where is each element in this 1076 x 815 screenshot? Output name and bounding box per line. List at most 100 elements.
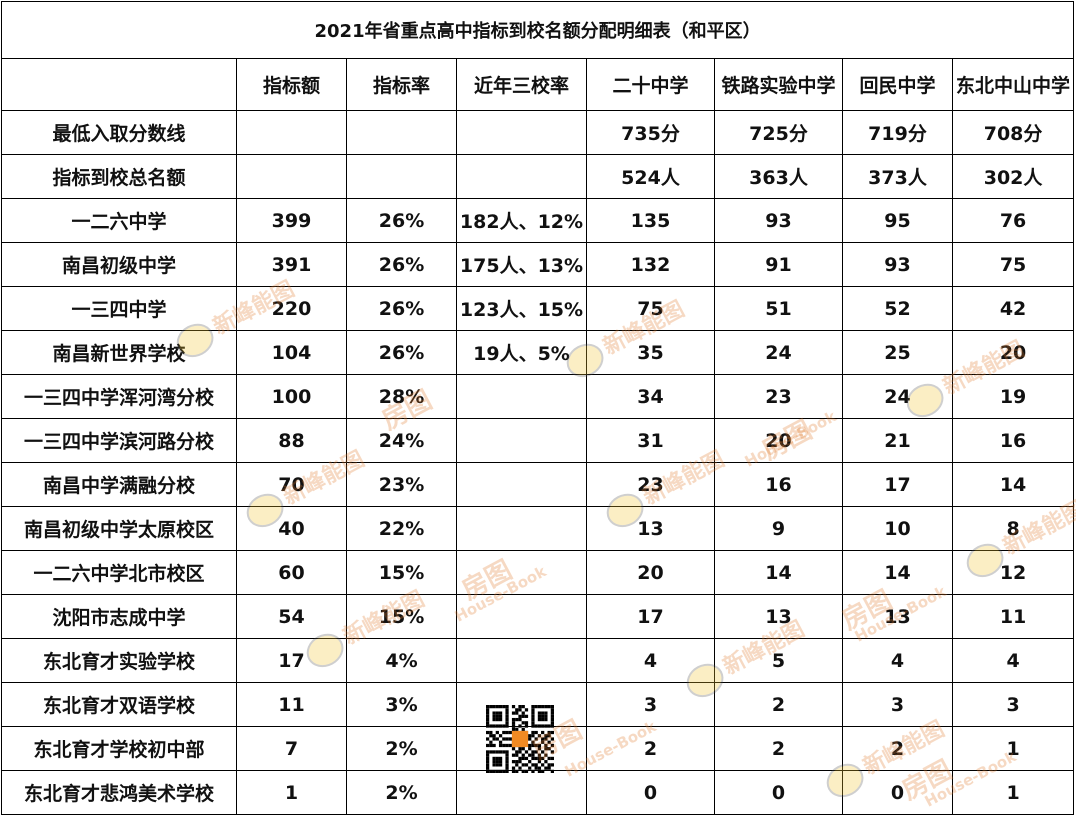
summary-row-total-quota: 指标到校总名额 524人 363人 373人 302人 [1, 154, 1075, 199]
cell [236, 154, 347, 199]
cell-recent [456, 506, 587, 551]
cell-s3: 13 [842, 594, 953, 639]
cell-s2: 0 [714, 770, 843, 815]
table-row: 南昌新世界学校 104 26% 19人、5% 35 24 25 20 [1, 330, 1075, 375]
cell-s2: 14 [714, 550, 843, 595]
school-name-cell: 东北育才悲鸿美术学校 [1, 770, 237, 815]
school-name-cell: 一三四中学 [1, 286, 237, 331]
cell-s2: 23 [714, 374, 843, 419]
cell-quota: 399 [236, 198, 347, 243]
cell [456, 154, 587, 199]
cell: 302人 [951, 154, 1075, 199]
cell-quota: 7 [236, 726, 347, 771]
table-row: 东北育才悲鸿美术学校 1 2% 0 0 0 1 [1, 770, 1075, 815]
cell: 725分 [714, 110, 843, 155]
cell-s1: 20 [586, 550, 715, 595]
cell-recent: 182人、12% [456, 198, 587, 243]
cell-s4: 1 [951, 770, 1075, 815]
cell-s3: 21 [842, 418, 953, 463]
cell-recent [456, 594, 587, 639]
cell-quota: 100 [236, 374, 347, 419]
school-name-cell: 南昌初级中学太原校区 [1, 506, 237, 551]
cell-s1: 4 [586, 638, 715, 683]
cell-s2: 13 [714, 594, 843, 639]
cell-s1: 2 [586, 726, 715, 771]
summary-row-min-score: 最低入取分数线 735分 725分 719分 708分 [1, 110, 1075, 155]
cell-s3: 93 [842, 242, 953, 287]
cell-rate: 28% [346, 374, 457, 419]
cell-s1: 13 [586, 506, 715, 551]
cell-recent [456, 705, 587, 773]
cell-s4: 3 [951, 682, 1075, 727]
cell-s4: 20 [951, 330, 1075, 375]
school-name-cell: 一三四中学滨河路分校 [1, 418, 237, 463]
cell-s4: 19 [951, 374, 1075, 419]
cell-quota: 391 [236, 242, 347, 287]
school-name-cell: 东北育才实验学校 [1, 638, 237, 683]
cell-quota: 1 [236, 770, 347, 815]
cell-rate: 24% [346, 418, 457, 463]
cell-s2: 51 [714, 286, 843, 331]
cell: 735分 [586, 110, 715, 155]
cell-recent: 123人、15% [456, 286, 587, 331]
header-cell [1, 58, 237, 111]
table-row: 南昌初级中学 391 26% 175人、13% 132 91 93 75 [1, 242, 1075, 287]
cell-s3: 10 [842, 506, 953, 551]
header-row: 指标额 指标率 近年三校率 二十中学 铁路实验中学 回民中学 东北中山中学 [1, 58, 1075, 111]
cell-rate: 2% [346, 770, 457, 815]
cell [346, 110, 457, 155]
cell-s1: 34 [586, 374, 715, 419]
cell-recent [456, 550, 587, 595]
cell-s1: 35 [586, 330, 715, 375]
cell-quota: 11 [236, 682, 347, 727]
school-name-cell: 一三四中学浑河湾分校 [1, 374, 237, 419]
cell-recent [456, 638, 587, 683]
cell-s4: 75 [951, 242, 1075, 287]
cell-quota: 88 [236, 418, 347, 463]
cell-recent: 19人、5% [456, 330, 587, 375]
cell-s4: 14 [951, 462, 1075, 507]
cell-s2: 9 [714, 506, 843, 551]
school-name-cell: 南昌中学满融分校 [1, 462, 237, 507]
cell-s3: 95 [842, 198, 953, 243]
cell-quota: 17 [236, 638, 347, 683]
table-row: 南昌初级中学太原校区 40 22% 13 9 10 8 [1, 506, 1075, 551]
header-cell: 铁路实验中学 [714, 58, 843, 111]
cell-s1: 3 [586, 682, 715, 727]
cell-s3: 17 [842, 462, 953, 507]
cell-s4: 76 [951, 198, 1075, 243]
cell-s3: 2 [842, 726, 953, 771]
cell-rate: 2% [346, 726, 457, 771]
cell-s4: 8 [951, 506, 1075, 551]
table-row: 东北育才实验学校 17 4% 4 5 4 4 [1, 638, 1075, 683]
table-row: 沈阳市志成中学 54 15% 17 13 13 11 [1, 594, 1075, 639]
cell-rate: 15% [346, 550, 457, 595]
cell-quota: 70 [236, 462, 347, 507]
cell-s3: 25 [842, 330, 953, 375]
cell-s3: 52 [842, 286, 953, 331]
cell-rate: 26% [346, 330, 457, 375]
cell-recent [456, 374, 587, 419]
cell-s2: 20 [714, 418, 843, 463]
cell-rate: 4% [346, 638, 457, 683]
header-cell: 东北中山中学 [951, 58, 1075, 111]
table-row: 东北育才双语学校 11 3% 3 2 3 3 [1, 682, 1075, 727]
cell-s4: 16 [951, 418, 1075, 463]
header-cell: 二十中学 [586, 58, 715, 111]
cell-quota: 40 [236, 506, 347, 551]
cell-s4: 42 [951, 286, 1075, 331]
school-name-cell: 一二六中学北市校区 [1, 550, 237, 595]
cell-s1: 0 [586, 770, 715, 815]
header-cell: 指标额 [236, 58, 347, 111]
school-name-cell: 南昌初级中学 [1, 242, 237, 287]
cell [346, 154, 457, 199]
cell-quota: 220 [236, 286, 347, 331]
table-row: 一二六中学 399 26% 182人、12% 135 93 95 76 [1, 198, 1075, 243]
cell-s2: 24 [714, 330, 843, 375]
cell-quota: 60 [236, 550, 347, 595]
cell-recent [456, 770, 587, 815]
cell-recent: 175人、13% [456, 242, 587, 287]
cell-recent [456, 418, 587, 463]
header-cell: 回民中学 [842, 58, 953, 111]
